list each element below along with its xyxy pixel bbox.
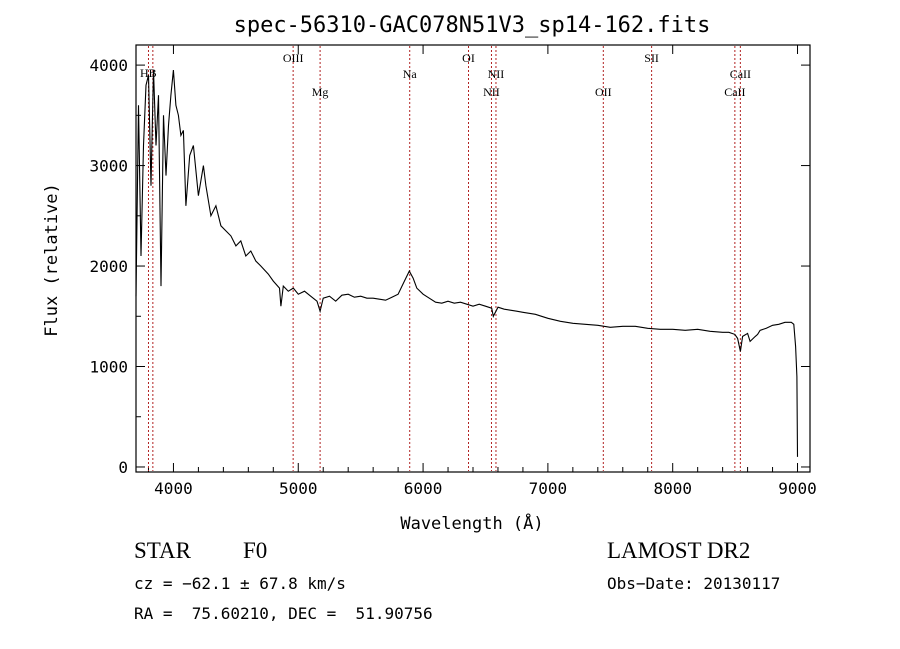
line-marker-label: Mg [312,85,329,99]
line-marker-label: OII [595,85,612,99]
chart-title: spec-56310-GAC078N51V3_sp14-162.fits [234,13,711,38]
survey-name: LAMOST DR2 [607,538,751,563]
y-axis-label: Flux (relative) [42,183,62,337]
x-tick-label: 5000 [279,479,318,498]
y-axis: 0 1000 2000 3000 4000 [89,56,810,477]
plot-frame [135,44,811,473]
line-marker-label: CaII [724,85,745,99]
line-marker-label: SII [644,51,659,65]
ra-dec: RA = 75.60210, DEC = 51.90756 [134,604,433,623]
object-type: STAR [134,538,191,563]
y-tick-label: 4000 [89,56,128,75]
x-tick-label: 8000 [653,479,692,498]
spectrum-chart: spec-56310-GAC078N51V3_sp14-162.fits 400… [42,13,817,534]
x-tick-label: 9000 [778,479,817,498]
y-tick-label: 1000 [89,358,128,377]
line-marker-label: OIII [283,51,304,65]
clipped-line-label: HB [140,66,157,80]
redshift-cz: cz = −62.1 ± 67.8 km/s [134,574,346,593]
emission-line-markers: OIII Mg Na OI NII NII OII SII CaII CaII [147,46,751,471]
x-tick-label: 7000 [529,479,568,498]
spectrum-line [135,70,799,457]
obs-date: Obs−Date: 20130117 [607,574,781,593]
x-tick-label: 6000 [404,479,443,498]
line-marker-label: NII [483,85,500,99]
x-axis: 4000 5000 6000 7000 8000 9000 [147,45,817,498]
y-tick-label: 3000 [89,157,128,176]
line-marker-label: OI [462,51,475,65]
line-marker-label: Na [403,67,418,81]
x-tick-label: 4000 [154,479,193,498]
x-axis-label: Wavelength (Å) [400,512,543,534]
line-marker-label: CaII [730,67,751,81]
y-tick-label: 0 [118,458,128,477]
line-marker-label: NII [488,67,505,81]
subclass: F0 [243,538,268,563]
y-tick-label: 2000 [89,257,128,276]
